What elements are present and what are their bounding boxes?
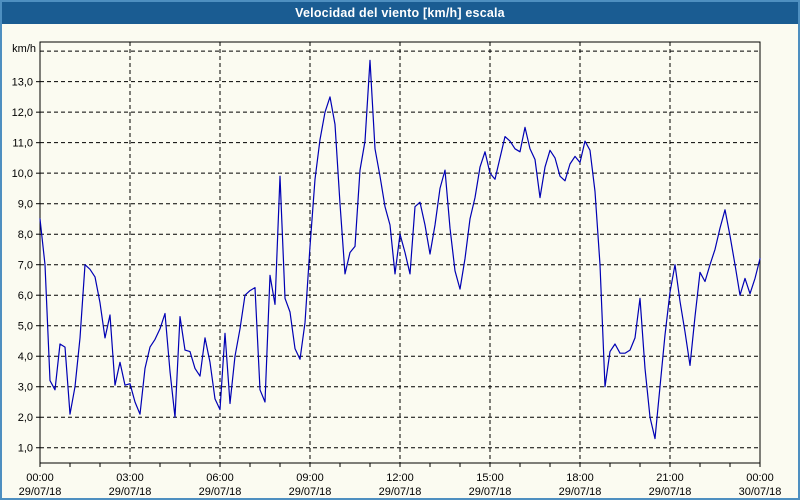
y-tick-label: 10,0 [12,168,33,180]
x-tick-time-label: 21:00 [656,472,684,484]
title-bar: Velocidad del viento [km/h] escala [2,2,798,24]
y-tick-label: 2,0 [18,412,33,424]
y-tick-label: 9,0 [18,199,33,211]
x-tick-date-label: 29/07/18 [649,486,692,498]
x-tick-date-label: 29/07/18 [469,486,512,498]
y-tick-label: 13,0 [12,77,33,89]
x-tick-date-label: 29/07/18 [289,486,332,498]
x-tick-time-label: 09:00 [296,472,324,484]
y-tick-label: 5,0 [18,321,33,333]
x-tick-date-label: 29/07/18 [379,486,422,498]
x-tick-date-label: 29/07/18 [199,486,242,498]
chart-area: 1,0 2,0 3,0 4,0 5,0 6,0 7,0 8,0 9,0 10,0 11,0 12,0 1… [2,24,798,498]
y-tick-label: 7,0 [18,260,33,272]
x-tick-time-label: 00:00 [26,472,54,484]
y-tick-label: 12,0 [12,107,33,119]
y-axis-unit-label: km/h [12,43,36,55]
x-tick-time-label: 06:00 [206,472,234,484]
y-tick-label: 3,0 [18,382,33,394]
x-tick-date-label: 29/07/18 [109,486,152,498]
x-tick-time-label: 15:00 [476,472,504,484]
window-title: Velocidad del viento [km/h] escala [295,6,505,20]
x-tick-date-label: 29/07/18 [559,486,602,498]
x-tick-time-label: 03:00 [116,472,144,484]
wind-speed-line-chart: 1,0 2,0 3,0 4,0 5,0 6,0 7,0 8,0 9,0 10,0 11,0 12,0 1… [12,41,782,498]
y-tick-label: 4,0 [18,351,33,363]
x-tick-time-label: 18:00 [566,472,594,484]
y-tick-label: 1,0 [18,443,33,455]
wind-speed-series-line [39,59,761,440]
x-tick-date-label: 30/07/18 [739,486,782,498]
y-tick-label: 11,0 [12,138,33,150]
x-tick-date-label: 29/07/18 [19,486,62,498]
y-tick-label: 8,0 [18,229,33,241]
y-tick-label: 6,0 [18,290,33,302]
x-tick-time-label: 00:00 [746,472,774,484]
x-tick-time-label: 12:00 [386,472,414,484]
